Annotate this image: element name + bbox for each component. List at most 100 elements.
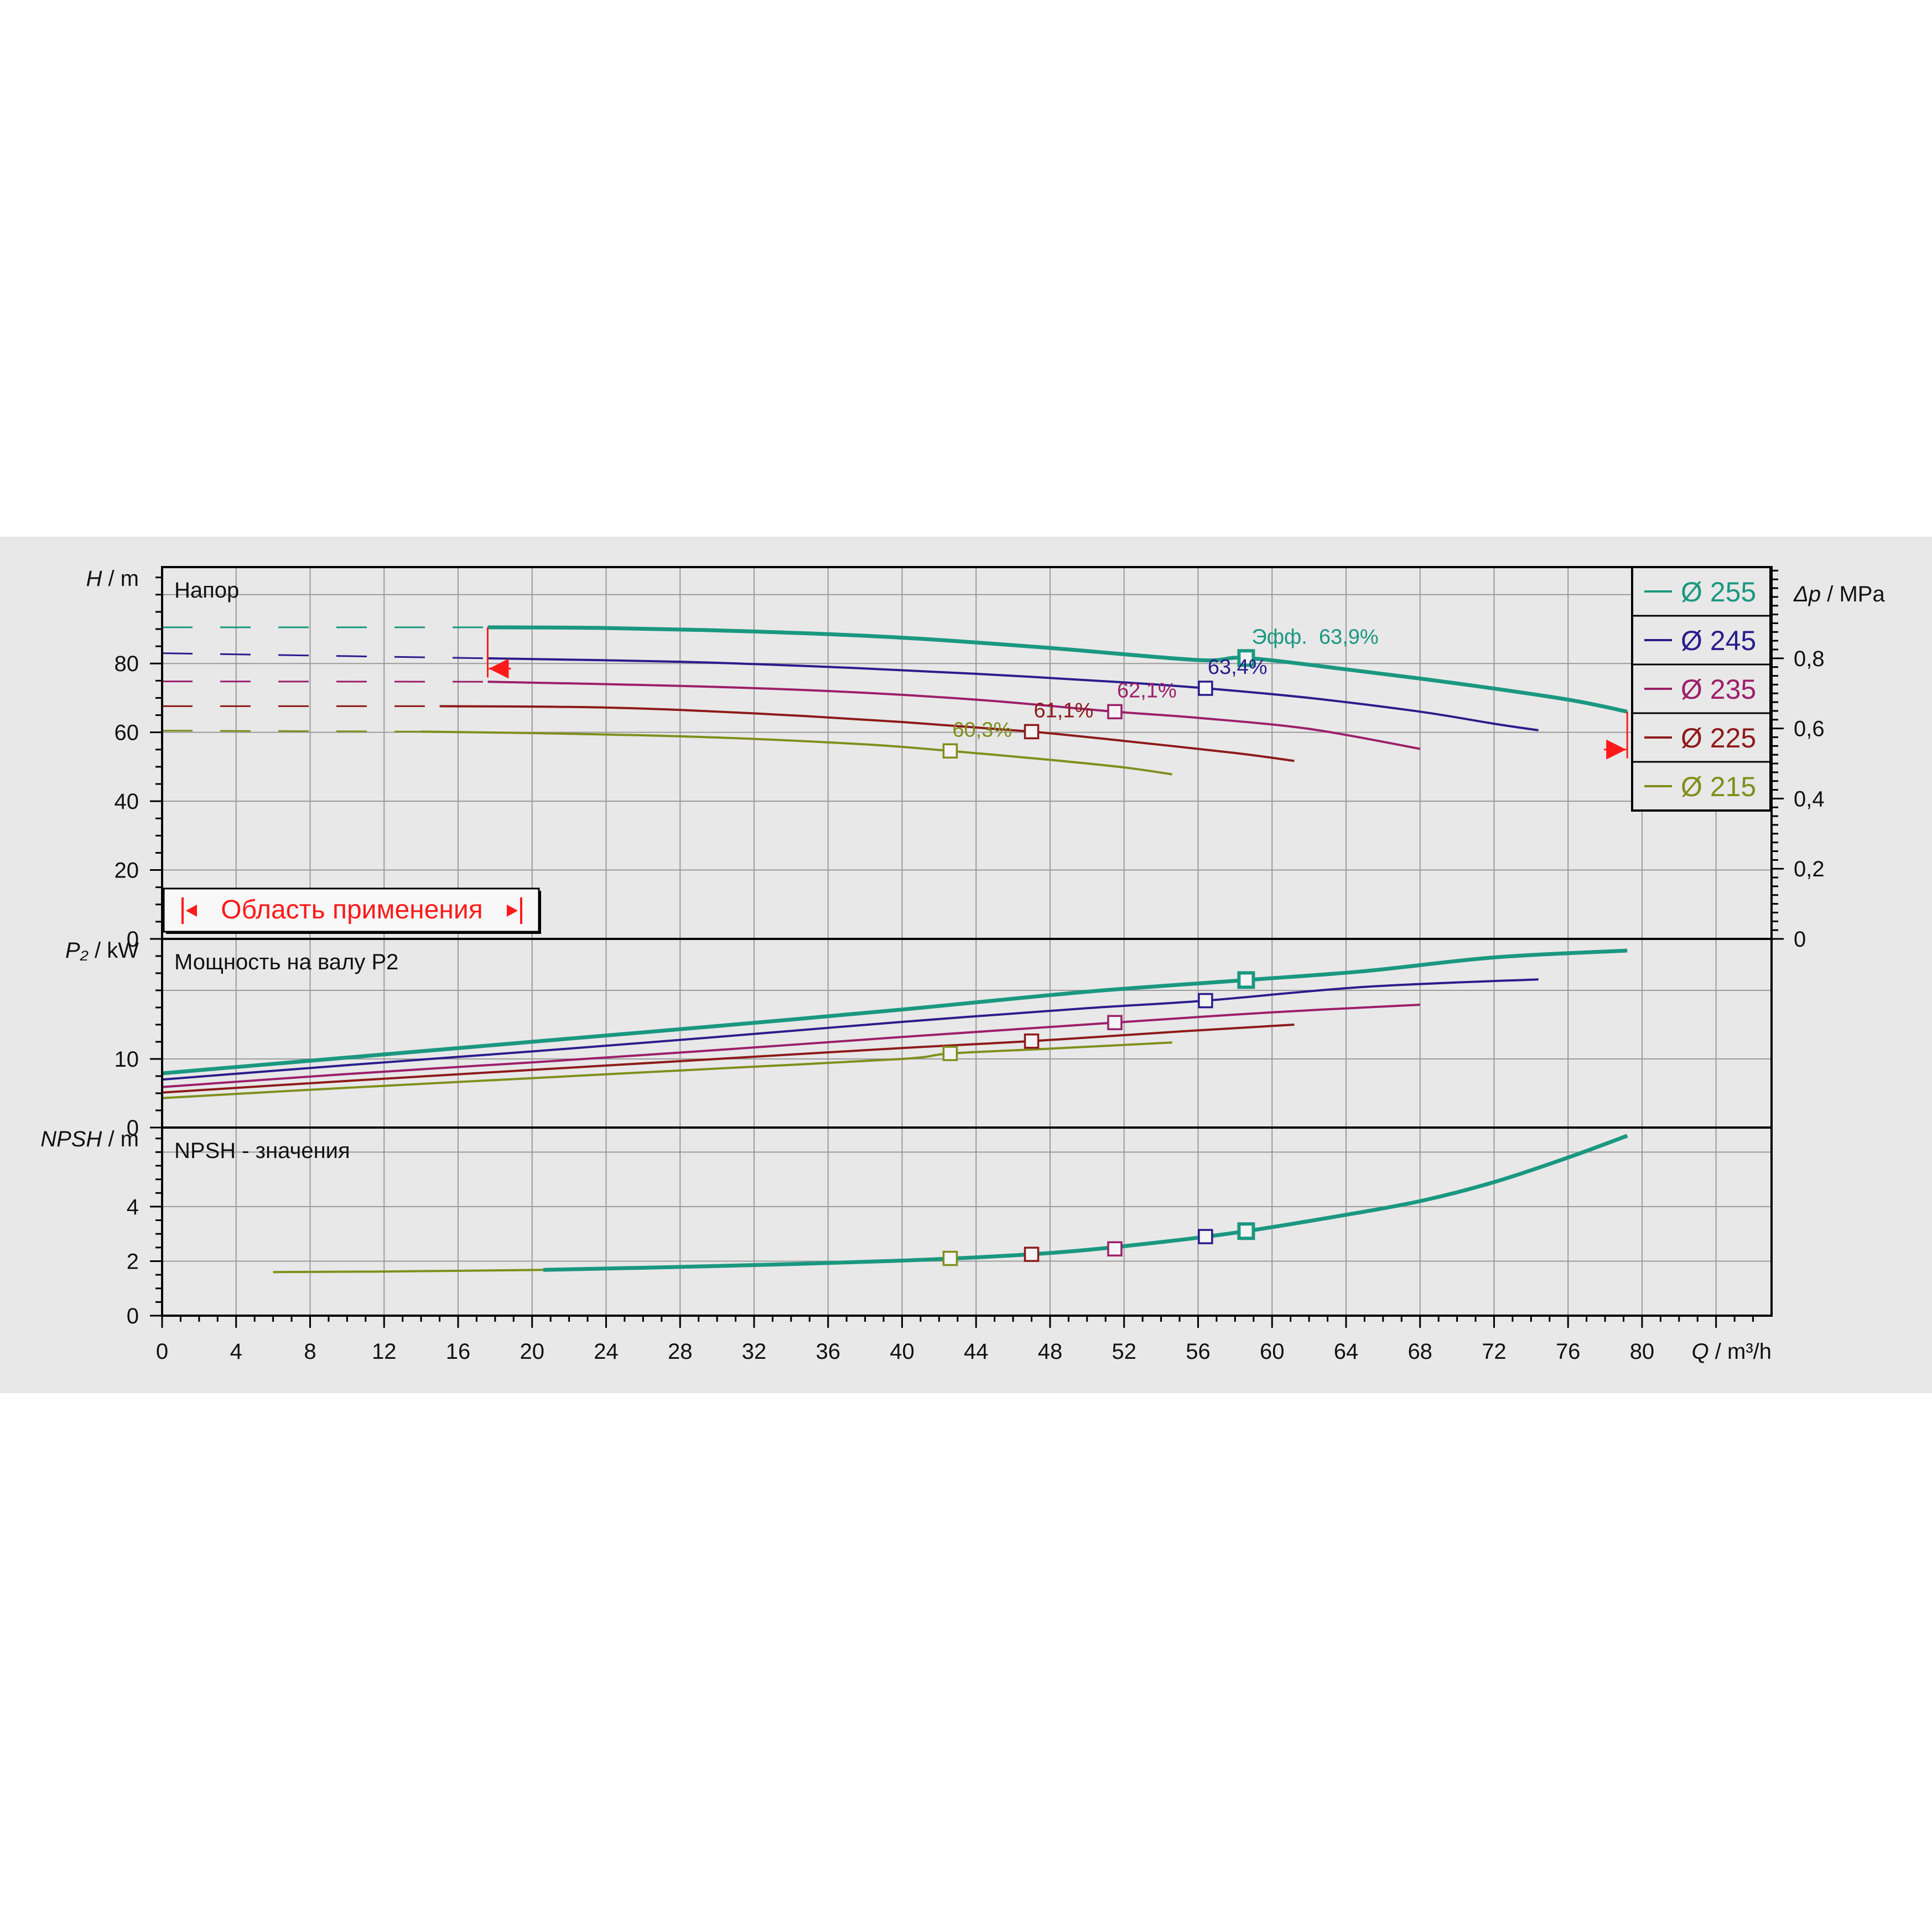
power-curve-245 bbox=[162, 978, 1539, 1081]
head_plot-title: Напор bbox=[174, 578, 239, 603]
y2-unit: MPa bbox=[1839, 582, 1885, 606]
x-tick-label: 20 bbox=[520, 1339, 544, 1364]
power-bep-marker-215 bbox=[942, 1046, 958, 1061]
bep-efficiency-label-225: 61,1% bbox=[1034, 699, 1094, 722]
head-curve-245 bbox=[487, 657, 1539, 731]
bep-efficiency-label-235: 62,1% bbox=[1117, 679, 1177, 702]
power-bep-marker-235 bbox=[1107, 1015, 1123, 1031]
power_plot-y-tick-label: 0 bbox=[127, 1116, 139, 1140]
application-range-right-arrow bbox=[507, 905, 518, 917]
head-curve-235 bbox=[487, 681, 1421, 750]
head-bep-marker-235 bbox=[1107, 704, 1123, 720]
x-tick-label: 80 bbox=[1630, 1339, 1655, 1364]
head_plot-y-tick-label: 60 bbox=[115, 721, 139, 745]
x-tick-label: 40 bbox=[890, 1339, 915, 1364]
head-curve-dashed-215 bbox=[162, 730, 422, 733]
y2-sep: / bbox=[1821, 582, 1839, 606]
head-curve-215 bbox=[421, 730, 1172, 776]
head-bep-marker-225 bbox=[1024, 724, 1040, 740]
x-tick-label: 0 bbox=[156, 1339, 168, 1364]
x-tick-label: 76 bbox=[1556, 1339, 1581, 1364]
application-range-box bbox=[163, 887, 540, 933]
legend-item-225: Ø 225 bbox=[1681, 723, 1756, 754]
x-tick-label: 68 bbox=[1408, 1339, 1432, 1364]
plot-area bbox=[162, 567, 1772, 1316]
power-curve-215 bbox=[162, 1041, 1172, 1099]
bep-efficiency-label-255: Эфф. 63,9% bbox=[1251, 625, 1378, 648]
x-tick-label: 56 bbox=[1186, 1339, 1211, 1364]
x-tick-label: 28 bbox=[668, 1339, 693, 1364]
x-tick-label: 44 bbox=[964, 1339, 989, 1364]
head_plot-y-tick-label: 20 bbox=[115, 859, 139, 883]
head-bep-marker-245 bbox=[1198, 681, 1213, 696]
plot-frame-2 bbox=[161, 1126, 1773, 1317]
application-range-label: Область применения bbox=[221, 895, 482, 925]
chart-panel: Область применения Эфф. 63,9% 63,4% 62,1% 6… bbox=[0, 537, 1932, 1393]
power_plot-y-axis-label: P₂ / kW bbox=[65, 938, 139, 963]
y2-var: Δp bbox=[1793, 582, 1821, 606]
head_plot-y-tick-label: 80 bbox=[115, 652, 139, 676]
x-tick-label: 72 bbox=[1482, 1339, 1507, 1364]
legend-item-215: Ø 215 bbox=[1681, 771, 1756, 802]
power-bep-marker-255 bbox=[1237, 971, 1255, 989]
head_plot-y-axis-label: H / m bbox=[86, 567, 139, 591]
npsh_plot-y-tick-label: 0 bbox=[127, 1304, 139, 1328]
x-tick-label: 52 bbox=[1112, 1339, 1136, 1364]
npsh-bep-marker-245 bbox=[1198, 1229, 1213, 1244]
power_plot-y-sep: / bbox=[89, 938, 107, 963]
power-bep-marker-245 bbox=[1198, 993, 1213, 1009]
head_plot-y-var: H bbox=[86, 567, 102, 591]
legend-item-255: Ø 255 bbox=[1681, 577, 1756, 607]
head_plot-y-unit: m bbox=[121, 567, 139, 591]
bep-efficiency-label-245: 63,4% bbox=[1208, 656, 1268, 679]
head-bep-marker-215 bbox=[942, 743, 958, 759]
legend-item-245: Ø 245 bbox=[1681, 625, 1756, 656]
head-bep-marker-255 bbox=[1237, 649, 1255, 667]
x-tick-label: 12 bbox=[372, 1339, 397, 1364]
x-axis-unit: m³/h bbox=[1727, 1339, 1772, 1364]
power-curve-225 bbox=[162, 1024, 1295, 1094]
x-tick-label: 48 bbox=[1038, 1339, 1063, 1364]
npsh_plot-y-var: NPSH bbox=[40, 1127, 102, 1151]
power-curve-235 bbox=[162, 1004, 1420, 1088]
x-tick-label: 36 bbox=[816, 1339, 840, 1364]
head_plot-y-tick-label: 0 bbox=[127, 927, 139, 952]
npsh-curve-255 bbox=[543, 1134, 1628, 1272]
head_plot-y-sep: / bbox=[102, 567, 120, 591]
x-tick-label: 64 bbox=[1334, 1339, 1359, 1364]
npsh-bep-marker-255 bbox=[1237, 1222, 1255, 1240]
x-axis-sep: / bbox=[1709, 1339, 1727, 1364]
power-curve-255 bbox=[162, 948, 1628, 1076]
y2-tick-label: 0,6 bbox=[1794, 717, 1825, 741]
head-curve-225 bbox=[439, 705, 1295, 762]
y2-tick-label: 0,8 bbox=[1794, 647, 1825, 671]
npsh_plot-y-sep: / bbox=[102, 1127, 120, 1151]
power_plot-y-unit: kW bbox=[107, 938, 139, 963]
legend-item-235: Ø 235 bbox=[1681, 674, 1756, 705]
npsh_plot-y-tick-label: 2 bbox=[127, 1249, 139, 1274]
x-axis-var: Q bbox=[1692, 1339, 1709, 1364]
x-tick-label: 16 bbox=[446, 1339, 471, 1364]
npsh-bep-marker-225 bbox=[1024, 1247, 1040, 1262]
x-tick-label: 32 bbox=[742, 1339, 767, 1364]
bep-efficiency-label-215: 60,3% bbox=[952, 718, 1012, 741]
x-tick-label: 8 bbox=[304, 1339, 316, 1364]
x-tick-label: 60 bbox=[1260, 1339, 1285, 1364]
npsh_plot-y-tick-label: 4 bbox=[127, 1195, 139, 1219]
head_plot-y-tick-label: 40 bbox=[115, 790, 139, 814]
power_plot-y-tick-label: 10 bbox=[115, 1047, 139, 1072]
head-curve-255 bbox=[487, 625, 1628, 714]
application-range-left-arrow bbox=[186, 905, 197, 917]
npsh-bep-marker-215 bbox=[942, 1250, 958, 1266]
pump-curve-chart: Область применения Эфф. 63,9% 63,4% 62,1% 6… bbox=[40, 566, 1885, 1364]
y2-axis-label: Δp / MPa bbox=[1793, 582, 1885, 606]
x-tick-label: 24 bbox=[594, 1339, 619, 1364]
x-axis-label: Q / m³/h bbox=[1692, 1339, 1772, 1364]
npsh-bep-marker-235 bbox=[1107, 1241, 1123, 1257]
power_plot-title: Мощность на валу P2 bbox=[174, 950, 398, 974]
x-tick-label: 4 bbox=[230, 1339, 242, 1364]
npsh_plot-title: NPSH - значения bbox=[174, 1139, 350, 1163]
y2-tick-label: 0,4 bbox=[1794, 787, 1825, 811]
y2-tick-label: 0,2 bbox=[1794, 857, 1825, 881]
y2-tick-label: 0 bbox=[1794, 927, 1806, 952]
